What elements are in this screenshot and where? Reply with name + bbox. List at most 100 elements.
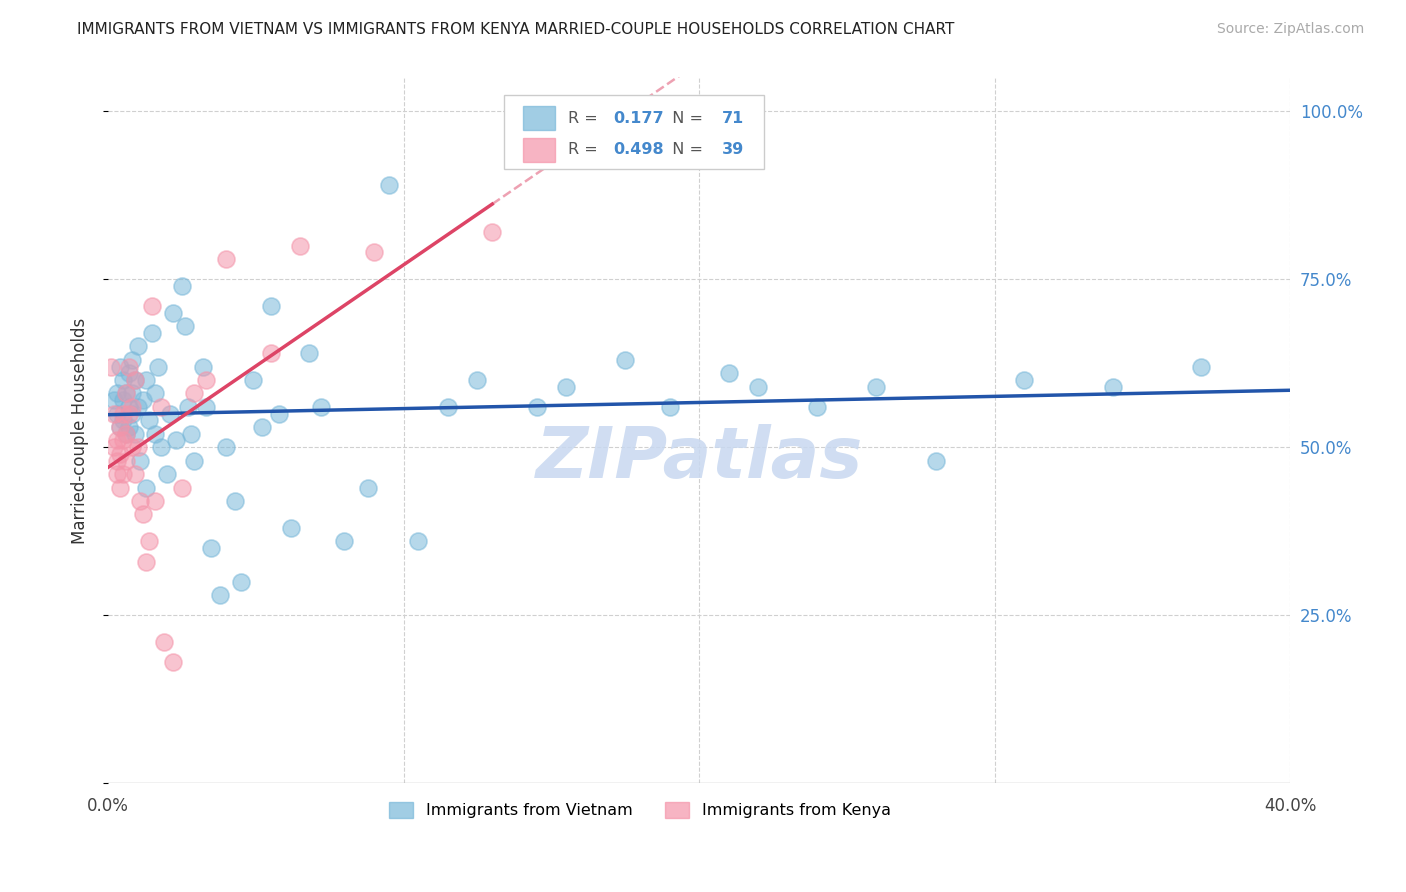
Point xyxy=(124,373,146,387)
Point xyxy=(333,534,356,549)
Point xyxy=(924,453,946,467)
Point xyxy=(121,400,143,414)
Point xyxy=(138,413,160,427)
Point xyxy=(200,541,222,555)
Point xyxy=(194,400,217,414)
Point xyxy=(159,407,181,421)
Point xyxy=(250,420,273,434)
Point xyxy=(138,534,160,549)
FancyBboxPatch shape xyxy=(523,138,555,162)
Point xyxy=(108,447,131,461)
Text: R =: R = xyxy=(568,111,603,126)
Point xyxy=(259,346,281,360)
Point xyxy=(105,453,128,467)
Point xyxy=(108,420,131,434)
Point xyxy=(156,467,179,482)
Point xyxy=(183,453,205,467)
Point xyxy=(269,407,291,421)
Point xyxy=(162,306,184,320)
Point xyxy=(124,426,146,441)
Point xyxy=(1101,380,1123,394)
Text: 39: 39 xyxy=(721,143,744,158)
Point xyxy=(194,373,217,387)
Point xyxy=(1012,373,1035,387)
Point xyxy=(118,400,141,414)
Point xyxy=(363,245,385,260)
Point xyxy=(658,400,681,414)
Point xyxy=(242,373,264,387)
Point xyxy=(150,400,173,414)
Point xyxy=(124,373,146,387)
Point xyxy=(114,386,136,401)
Point xyxy=(135,555,157,569)
Text: IMMIGRANTS FROM VIETNAM VS IMMIGRANTS FROM KENYA MARRIED-COUPLE HOUSEHOLDS CORRE: IMMIGRANTS FROM VIETNAM VS IMMIGRANTS FR… xyxy=(77,22,955,37)
Point xyxy=(127,440,149,454)
Point xyxy=(111,393,134,408)
Point xyxy=(747,380,769,394)
Point xyxy=(143,494,166,508)
Point xyxy=(173,319,195,334)
Point xyxy=(259,299,281,313)
Point xyxy=(150,440,173,454)
Point xyxy=(127,339,149,353)
Point xyxy=(377,178,399,192)
Point xyxy=(105,407,128,421)
Point xyxy=(467,373,489,387)
Point xyxy=(135,373,157,387)
Point xyxy=(143,386,166,401)
Point xyxy=(481,225,503,239)
Point xyxy=(132,393,155,408)
Point xyxy=(111,467,134,482)
Point xyxy=(118,366,141,380)
Point xyxy=(143,426,166,441)
Point xyxy=(108,359,131,374)
Point xyxy=(555,380,578,394)
Legend: Immigrants from Vietnam, Immigrants from Kenya: Immigrants from Vietnam, Immigrants from… xyxy=(382,796,897,825)
Text: Source: ZipAtlas.com: Source: ZipAtlas.com xyxy=(1216,22,1364,37)
Point xyxy=(129,453,152,467)
Point xyxy=(1191,359,1213,374)
Point xyxy=(103,407,125,421)
Point xyxy=(121,440,143,454)
Point xyxy=(103,440,125,454)
Point xyxy=(127,400,149,414)
Point xyxy=(148,359,170,374)
Point xyxy=(526,400,548,414)
Point xyxy=(717,366,740,380)
Point xyxy=(215,440,238,454)
Point xyxy=(103,393,125,408)
Point xyxy=(132,508,155,522)
Point xyxy=(191,359,214,374)
Point xyxy=(108,481,131,495)
Point xyxy=(118,420,141,434)
Point xyxy=(100,359,122,374)
Point xyxy=(298,346,321,360)
Point xyxy=(183,386,205,401)
Point xyxy=(105,434,128,448)
Text: 71: 71 xyxy=(721,111,744,126)
Point xyxy=(614,352,637,367)
Point xyxy=(114,386,136,401)
Point xyxy=(180,426,202,441)
Point xyxy=(806,400,828,414)
FancyBboxPatch shape xyxy=(503,95,763,169)
Point xyxy=(121,407,143,421)
Point xyxy=(141,299,163,313)
Point xyxy=(111,434,134,448)
Point xyxy=(280,521,302,535)
Text: N =: N = xyxy=(662,111,709,126)
Text: ZIPatlas: ZIPatlas xyxy=(536,425,863,493)
Point xyxy=(118,359,141,374)
Point xyxy=(357,481,380,495)
Point xyxy=(111,413,134,427)
Point xyxy=(229,574,252,589)
Point xyxy=(162,656,184,670)
Point xyxy=(177,400,200,414)
FancyBboxPatch shape xyxy=(523,106,555,130)
Text: 0.177: 0.177 xyxy=(613,111,664,126)
Y-axis label: Married-couple Households: Married-couple Households xyxy=(72,318,89,543)
Point xyxy=(165,434,187,448)
Point xyxy=(111,407,134,421)
Point xyxy=(114,426,136,441)
Point xyxy=(105,467,128,482)
